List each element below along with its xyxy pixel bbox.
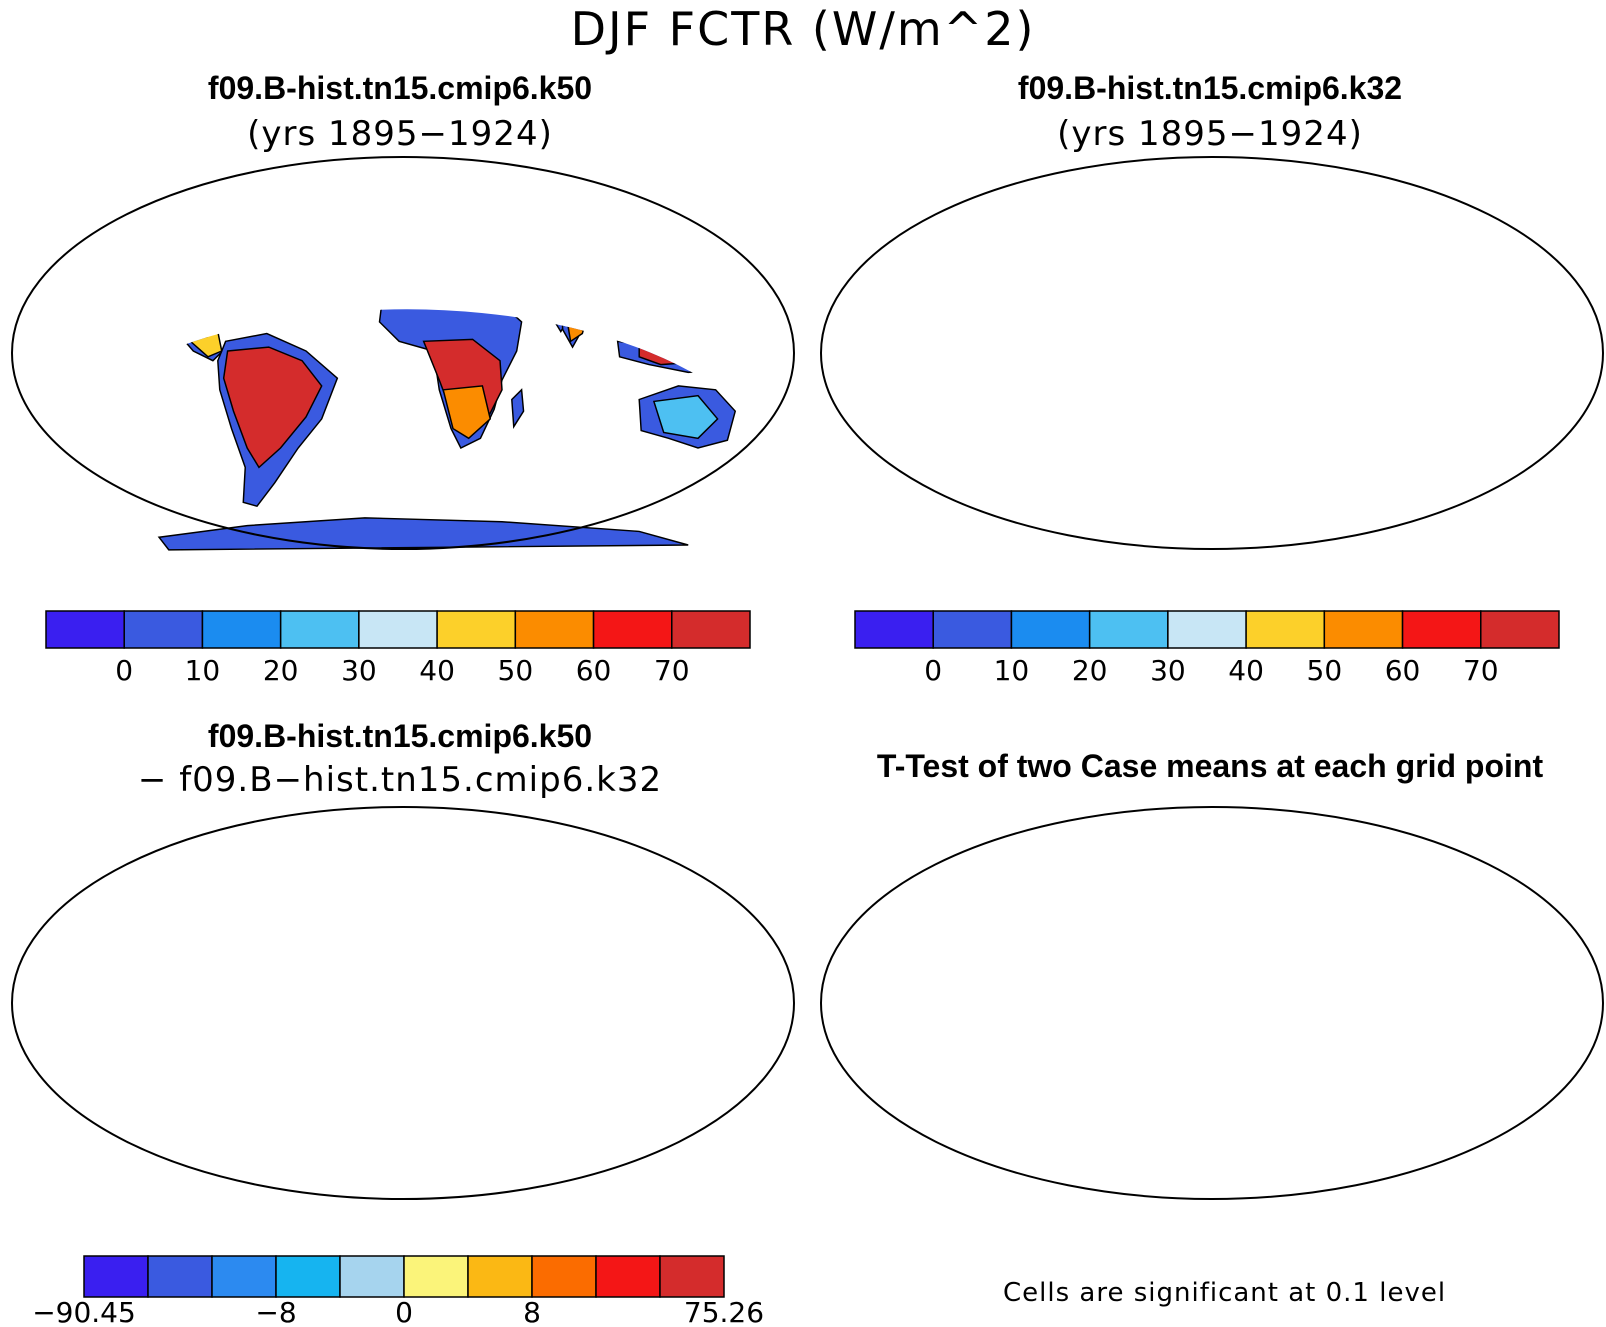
bottom-left-panel-subtitle: − f09.B−hist.tn15.cmip6.k32 [137, 760, 663, 800]
top-left-samerica-hot [222, 346, 323, 469]
top-right-africa-warm [1257, 396, 1297, 439]
bottom-left-africa-neg [443, 1011, 492, 1091]
significance-note: Cells are significant at 0.1 level [1003, 1278, 1447, 1308]
top-right-australia-light [1458, 400, 1507, 433]
colorbar-tick-label: 0 [395, 1296, 413, 1327]
colorbar-tick-label: −8 [255, 1296, 296, 1327]
top-right-colorbar: 0 10 20 30 40 50 60 70 [854, 610, 1560, 687]
colorbar-swatch [279, 610, 360, 649]
colorbar-tick-label: 20 [1072, 654, 1108, 687]
colorbar-swatch [467, 1255, 533, 1298]
top-right-india-warm [1375, 312, 1398, 341]
colorbar-swatch [671, 610, 751, 649]
top-left-map [11, 156, 795, 551]
colorbar-swatch [358, 610, 438, 649]
colorbar-swatch [595, 1255, 661, 1298]
bottom-left-land [120, 824, 745, 1199]
top-left-colorbar: 0 10 20 30 40 50 60 70 [45, 610, 751, 687]
colorbar-tick-label: 30 [1150, 654, 1186, 687]
bottom-left-amazon-pos [257, 1006, 316, 1040]
bottom-left-africa-pos [433, 993, 482, 1012]
top-left-australia-light [652, 394, 719, 440]
colorbar-swatch [436, 610, 517, 649]
colorbar-tick-label: 30 [341, 654, 377, 687]
colorbar-swatch [147, 1255, 213, 1298]
colorbar-swatch [211, 1255, 277, 1298]
colorbar-tick-label: 75.26 [684, 1296, 764, 1327]
colorbar-swatch [275, 1255, 341, 1298]
bottom-right-map [820, 806, 1604, 1200]
top-right-panel-title: f09.B-hist.tn15.cmip6.k32 [1017, 70, 1403, 106]
top-left-africa-warm [442, 385, 492, 440]
colorbar-swatch [83, 1255, 149, 1298]
bottom-right-significant-cells [929, 824, 1554, 1156]
top-right-australia-warm [1507, 400, 1536, 441]
top-right-panel-subtitle: (yrs 1895−1924) [1057, 114, 1363, 154]
colorbar-swatch [592, 610, 673, 649]
bottom-right-panel-title: T-Test of two Case means at each grid po… [876, 748, 1544, 784]
colorbar-swatch [1401, 610, 1482, 649]
colorbar-swatch [659, 1255, 725, 1298]
colorbar-swatch [123, 610, 204, 649]
colorbar-tick-label: 0 [115, 654, 133, 687]
colorbar-swatch [1167, 610, 1247, 649]
figure-title: DJF FCTR (W/m^2) [570, 2, 1036, 56]
top-right-asia-hot [1448, 341, 1497, 364]
colorbar-swatch [403, 1255, 469, 1298]
colorbar-tick-label: 50 [498, 654, 534, 687]
bottom-right-nonsignificant-cells [1048, 826, 1526, 1036]
bottom-left-samerica-neg [230, 1001, 273, 1148]
colorbar-swatch [339, 1255, 405, 1298]
top-left-panel-title: f09.B-hist.tn15.cmip6.k50 [207, 70, 593, 106]
colorbar-tick-label: 10 [994, 654, 1030, 687]
colorbar-swatch [514, 610, 595, 649]
colorbar-swatch [932, 610, 1013, 649]
colorbar-swatch [1088, 610, 1169, 649]
bottom-left-eurasia-cool [433, 865, 658, 933]
top-right-map [820, 156, 1604, 550]
top-right-samerica-hot [1033, 347, 1131, 467]
colorbar-tick-label: 0 [924, 654, 942, 687]
colorbar-tick-label: 40 [419, 654, 455, 687]
colorbar-tick-label: 70 [1463, 654, 1499, 687]
bottom-left-colorbar: −90.45 −8 0 8 75.26 [32, 1255, 764, 1327]
bottom-left-australia-neg [644, 1050, 718, 1094]
colorbar-tick-label: 8 [523, 1296, 541, 1327]
bottom-left-namerica-cool [135, 846, 326, 953]
bottom-left-panel-title: f09.B-hist.tn15.cmip6.k50 [207, 718, 593, 754]
colorbar-tick-label: 20 [263, 654, 299, 687]
top-left-camerica-mid [185, 320, 223, 358]
colorbar-swatch [1323, 610, 1404, 649]
colorbar-tick-label: −90.45 [32, 1296, 136, 1327]
colorbar-tick-label: 10 [185, 654, 221, 687]
colorbar-tick-label: 50 [1307, 654, 1343, 687]
bottom-left-map [11, 806, 795, 1200]
colorbar-swatch [1480, 610, 1560, 649]
top-right-land [929, 174, 1554, 549]
colorbar-swatch [45, 610, 125, 649]
colorbar-swatch [1010, 610, 1091, 649]
colorbar-swatch [854, 610, 934, 649]
top-left-panel-subtitle: (yrs 1895−1924) [247, 114, 553, 154]
colorbar-swatch [1245, 610, 1326, 649]
top-right-africa-hot [1233, 339, 1311, 434]
colorbar-tick-label: 60 [1385, 654, 1421, 687]
colorbar-swatch [201, 610, 282, 649]
colorbar-swatch [531, 1255, 597, 1298]
colorbar-tick-label: 60 [576, 654, 612, 687]
colorbar-tick-label: 70 [654, 654, 690, 687]
colorbar-tick-label: 40 [1228, 654, 1264, 687]
